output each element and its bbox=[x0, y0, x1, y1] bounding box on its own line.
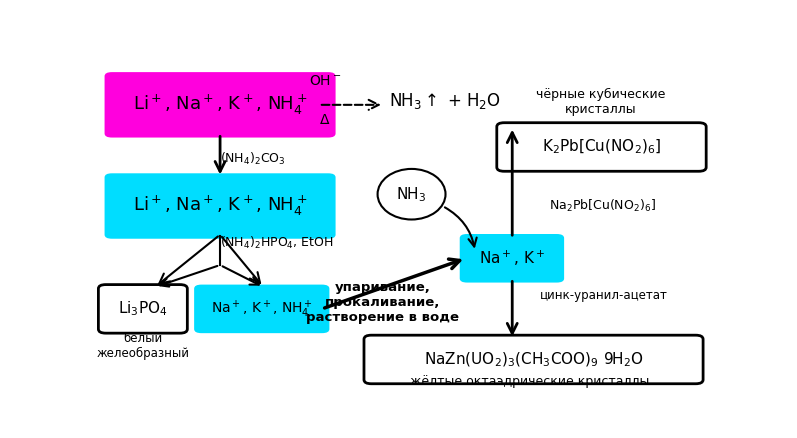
Text: Li$^+$, Na$^+$, K$^+$, NH$_4^+$: Li$^+$, Na$^+$, K$^+$, NH$_4^+$ bbox=[133, 194, 307, 218]
FancyBboxPatch shape bbox=[460, 234, 564, 283]
Text: K$_2$Pb[Cu(NO$_2$)$_6$]: K$_2$Pb[Cu(NO$_2$)$_6$] bbox=[542, 138, 662, 156]
FancyBboxPatch shape bbox=[497, 123, 706, 171]
Text: OH$^-$: OH$^-$ bbox=[308, 74, 341, 88]
Text: NH$_3$: NH$_3$ bbox=[396, 185, 426, 204]
Text: Na$^+$, K$^+$: Na$^+$, K$^+$ bbox=[479, 249, 545, 268]
Text: NaZn(UO$_2$)$_3$(CH$_3$COO)$_9$ 9H$_2$O: NaZn(UO$_2$)$_3$(CH$_3$COO)$_9$ 9H$_2$O bbox=[424, 350, 643, 369]
Text: $\Delta$: $\Delta$ bbox=[320, 113, 331, 127]
Text: упаривание,
прокаливание,
растворение в воде: упаривание, прокаливание, растворение в … bbox=[306, 281, 459, 324]
Text: Na$^+$, K$^+$, NH$_4^+$: Na$^+$, K$^+$, NH$_4^+$ bbox=[210, 298, 312, 320]
Text: чёрные кубические
кристаллы: чёрные кубические кристаллы bbox=[536, 88, 665, 116]
Text: (NH$_4$)$_2$HPO$_4$, EtOH: (NH$_4$)$_2$HPO$_4$, EtOH bbox=[220, 235, 334, 251]
Ellipse shape bbox=[378, 169, 446, 219]
FancyBboxPatch shape bbox=[104, 173, 336, 239]
Text: жёлтые октаэдрические кристаллы: жёлтые октаэдрические кристаллы bbox=[410, 375, 650, 388]
Text: NH$_3$$\uparrow$ + H$_2$O: NH$_3$$\uparrow$ + H$_2$O bbox=[389, 92, 501, 111]
Text: (NH$_4$)$_2$CO$_3$: (NH$_4$)$_2$CO$_3$ bbox=[220, 151, 285, 167]
FancyBboxPatch shape bbox=[98, 285, 187, 333]
Text: цинк-уранил-ацетат: цинк-уранил-ацетат bbox=[540, 289, 667, 302]
FancyBboxPatch shape bbox=[194, 285, 329, 333]
Text: Na$_2$Pb[Cu(NO$_2$)$_6$]: Na$_2$Pb[Cu(NO$_2$)$_6$] bbox=[549, 198, 656, 214]
FancyBboxPatch shape bbox=[364, 335, 703, 384]
Text: белый
желеобразный: белый желеобразный bbox=[96, 332, 190, 360]
Text: Li$^+$, Na$^+$, K$^+$, NH$_4^+$: Li$^+$, Na$^+$, K$^+$, NH$_4^+$ bbox=[133, 93, 307, 117]
FancyBboxPatch shape bbox=[104, 72, 336, 138]
Text: Li$_3$PO$_4$: Li$_3$PO$_4$ bbox=[118, 300, 167, 318]
